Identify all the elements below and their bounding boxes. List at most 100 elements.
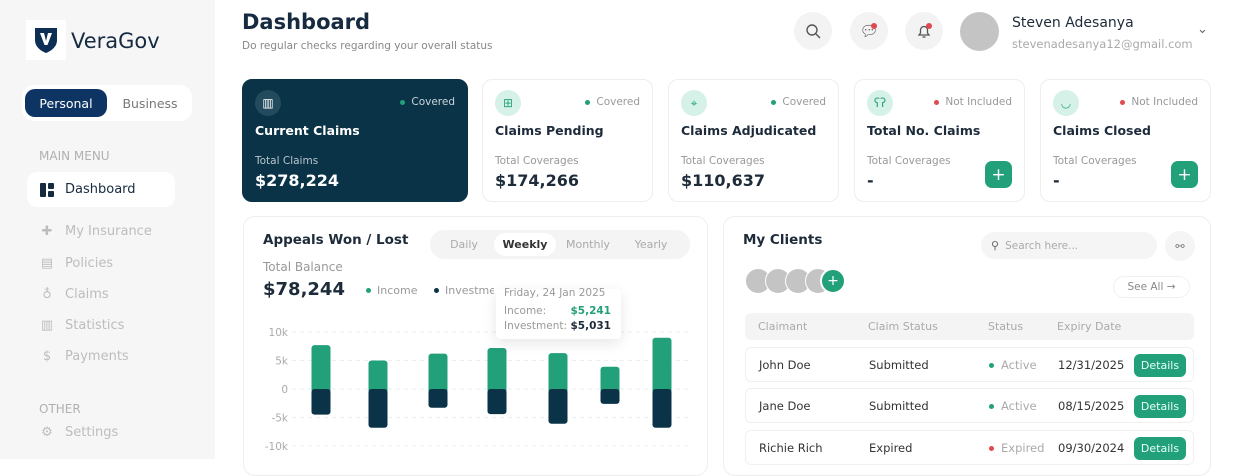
card-claims-adjudicated[interactable]: ⌖ Covered Claims Adjudicated Total Cover… <box>668 79 839 202</box>
sidebar-item-payments[interactable]: $ Payments <box>27 339 175 374</box>
money-bag-icon: ♁ <box>42 287 52 302</box>
user-name: Steven Adesanya <box>1012 15 1134 31</box>
y-tick-label: 0 <box>281 384 288 396</box>
user-avatar[interactable] <box>960 12 999 51</box>
filter-button[interactable]: ⚯ <box>1165 231 1195 261</box>
coverage-status: Not Included <box>1120 96 1198 108</box>
card-title: Claims Adjudicated <box>681 123 817 138</box>
business-toggle[interactable]: Business <box>122 95 178 111</box>
claim-status: Submitted <box>869 399 929 413</box>
tooltip-investment-label: Investment: <box>504 320 568 332</box>
expiry-date: 12/31/2025 <box>1058 358 1125 372</box>
chevron-down-icon[interactable]: ⌄ <box>1197 22 1208 37</box>
card-claims-pending[interactable]: ⊞ Covered Claims Pending Total Coverages… <box>482 79 653 202</box>
clients-title: My Clients <box>743 232 823 248</box>
claimant-name: John Doe <box>759 358 811 372</box>
income-bar <box>428 353 448 393</box>
expiry-date: 08/15/2025 <box>1058 399 1125 413</box>
sidebar-item-label: Policies <box>65 256 114 271</box>
search-icon: ⚲ <box>991 239 1000 252</box>
investment-bar <box>368 389 388 428</box>
hospital-icon: ⊞ <box>495 90 521 116</box>
building-icon: ▥ <box>255 90 281 116</box>
investment-bar <box>548 389 568 424</box>
see-all-button[interactable]: See All → <box>1113 276 1190 298</box>
personal-toggle[interactable]: Personal <box>25 89 107 117</box>
sidebar-item-claims[interactable]: ♁ Claims <box>27 277 175 312</box>
tab-daily[interactable]: Daily <box>450 238 478 251</box>
total-balance-label: Total Balance <box>263 260 343 274</box>
card-title: Claims Pending <box>495 123 604 138</box>
legend-investment: Investment <box>434 284 494 297</box>
tab-weekly[interactable]: Weekly <box>494 233 556 256</box>
sidebar-item-dashboard[interactable]: Dashboard <box>27 172 175 207</box>
card-value: $278,224 <box>255 171 340 190</box>
tooltip-investment-value: $5,031 <box>570 320 611 332</box>
details-button[interactable]: Details <box>1134 354 1186 377</box>
income-bar <box>487 347 507 393</box>
investment-bar <box>311 389 331 415</box>
plus-icon: + <box>1177 164 1192 185</box>
status-badge: Expired <box>989 441 1044 455</box>
page-title: Dashboard <box>242 10 371 34</box>
card-current-claims[interactable]: ▥ Covered Current Claims Total Claims $2… <box>242 79 468 202</box>
sidebar-item-statistics[interactable]: ▥ Statistics <box>27 308 175 343</box>
claim-status: Expired <box>869 441 913 455</box>
add-button[interactable]: + <box>1171 161 1198 188</box>
claimant-name: Richie Rich <box>759 441 823 455</box>
sidebar-item-label: Statistics <box>65 318 125 333</box>
details-button[interactable]: Details <box>1134 395 1186 418</box>
sidebar-item-label: Claims <box>65 287 109 302</box>
sidebar-item-label: Dashboard <box>65 182 136 197</box>
column-claim-status: Claim Status <box>868 320 938 333</box>
sidebar-item-label: My Insurance <box>65 224 152 239</box>
card-value: $174,266 <box>495 171 580 190</box>
unread-badge <box>926 23 932 29</box>
notifications-button[interactable] <box>905 12 943 50</box>
account-type-toggle: Personal Business <box>22 85 192 121</box>
card-total-no-claims[interactable]: ʕʔ Not Included Total No. Claims Total C… <box>854 79 1025 202</box>
details-button[interactable]: Details <box>1134 437 1186 460</box>
other-label: OTHER <box>39 402 81 416</box>
total-balance-value: $78,244 <box>263 279 345 300</box>
income-bar <box>368 360 388 393</box>
messages-button[interactable]: 💬︎ <box>850 12 888 50</box>
sidebar-item-settings[interactable]: ⚙ Settings <box>27 415 175 450</box>
status-badge: Active <box>989 399 1037 413</box>
card-label: Total Coverages <box>867 155 951 167</box>
bar-chart-icon: ▥ <box>40 318 54 333</box>
sidebar-item-my-insurance[interactable]: ✚ My Insurance <box>27 214 175 249</box>
card-title: Current Claims <box>255 123 360 138</box>
bell-icon <box>917 25 931 38</box>
brand-name: VeraGov <box>71 29 160 53</box>
client-search-input[interactable]: ⚲ Search here... <box>981 232 1157 259</box>
card-value: $110,637 <box>681 171 766 190</box>
coverage-status: Covered <box>585 96 640 108</box>
clients-panel: My Clients ⚲ Search here... ⚯ + See All →… <box>723 216 1211 476</box>
investment-bar <box>428 389 448 408</box>
filter-sliders-icon: ⚯ <box>1175 239 1185 253</box>
search-button[interactable] <box>794 12 832 50</box>
page-subtitle: Do regular checks regarding your overall… <box>242 40 493 52</box>
plus-icon: + <box>991 164 1006 185</box>
card-label: Total Coverages <box>495 155 579 167</box>
coverage-status: Not Included <box>934 96 1012 108</box>
tab-monthly[interactable]: Monthly <box>565 238 611 251</box>
card-title: Total No. Claims <box>867 123 981 138</box>
tab-yearly[interactable]: Yearly <box>634 238 668 251</box>
add-client-button[interactable]: + <box>820 268 846 294</box>
add-button[interactable]: + <box>985 161 1012 188</box>
veragov-logo-icon <box>26 20 66 60</box>
card-value: - <box>867 171 874 190</box>
coverage-status: Covered <box>771 96 826 108</box>
coverage-status: Covered <box>400 96 455 108</box>
expiry-date: 09/30/2024 <box>1058 441 1125 455</box>
period-tabs: Daily Weekly Monthly Yearly <box>430 230 690 259</box>
sidebar-item-policies[interactable]: ▤ Policies <box>27 246 175 281</box>
card-claims-closed[interactable]: ◡ Not Included Claims Closed Total Cover… <box>1040 79 1211 202</box>
unread-badge <box>871 23 877 29</box>
table-header: Claimant Claim Status Status Expiry Date <box>745 313 1194 340</box>
claimant-name: Jane Doe <box>759 399 811 413</box>
legend-income: Income <box>366 284 417 297</box>
column-status: Status <box>988 320 1024 333</box>
